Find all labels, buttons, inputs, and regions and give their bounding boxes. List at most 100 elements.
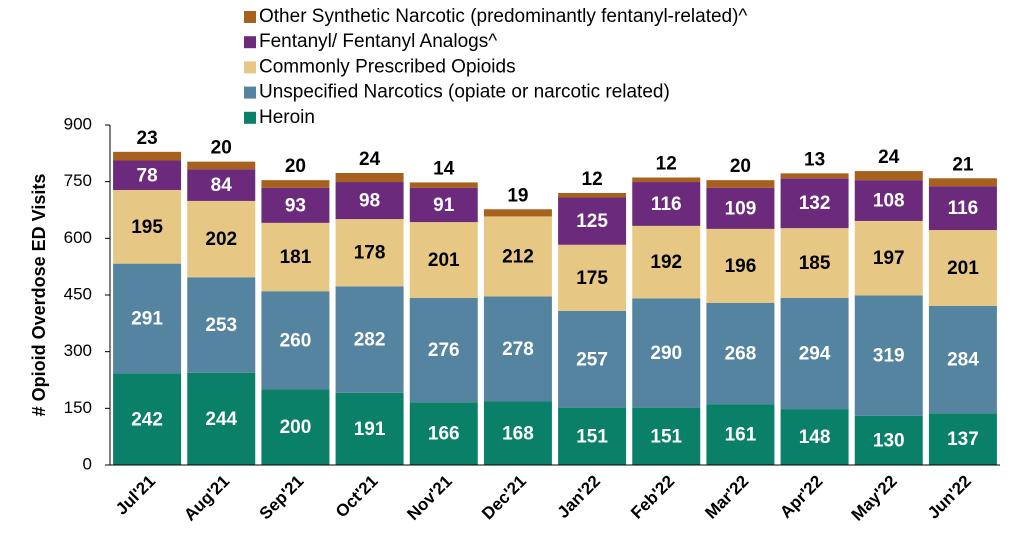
bar-segment xyxy=(558,197,627,245)
value-label: 116 xyxy=(948,198,979,219)
bar-segment xyxy=(483,296,552,402)
bar-segment xyxy=(187,200,256,278)
value-label: 212 xyxy=(502,246,534,267)
bar-segment xyxy=(706,180,775,188)
value-label: 12 xyxy=(656,154,677,175)
value-label: 181 xyxy=(280,247,312,268)
value-label: 257 xyxy=(576,349,608,370)
value-label: 290 xyxy=(650,343,682,364)
bar-segment xyxy=(706,187,775,229)
value-label: 91 xyxy=(433,195,455,216)
bar-segment xyxy=(928,413,997,465)
value-label: 200 xyxy=(280,417,312,438)
x-tick-label: May'22 xyxy=(848,472,901,525)
bar-segment xyxy=(632,298,701,408)
x-tick-label: Sep'21 xyxy=(256,472,308,524)
bar-segment xyxy=(854,180,923,221)
legend-swatch xyxy=(244,111,256,124)
x-tick-label: Nov'21 xyxy=(403,472,455,524)
x-tick-label: Jun'22 xyxy=(924,472,975,523)
legend-swatch xyxy=(244,36,256,49)
value-label: 137 xyxy=(947,429,979,450)
bar-segment xyxy=(632,407,701,465)
bar-segment xyxy=(780,298,849,410)
value-label: 20 xyxy=(211,138,232,159)
value-label: 13 xyxy=(804,149,825,170)
bar-segment xyxy=(558,310,627,408)
bar-segment xyxy=(261,389,330,465)
value-label: 278 xyxy=(502,339,534,360)
bar-segment xyxy=(706,302,775,405)
value-label: 202 xyxy=(205,229,237,250)
value-label: 268 xyxy=(725,344,757,365)
x-tick-label: Aug'21 xyxy=(180,472,233,525)
bar-segment xyxy=(409,402,478,465)
legend-label: Commonly Prescribed Opioids xyxy=(259,56,516,77)
bar-segment xyxy=(335,182,404,220)
bar-segment xyxy=(632,225,701,299)
value-label: 282 xyxy=(354,330,386,351)
bar-segment xyxy=(558,244,627,311)
bar-segment xyxy=(928,186,997,231)
bar-segment xyxy=(187,277,256,373)
bar-segment xyxy=(113,373,182,465)
value-label: 195 xyxy=(131,217,163,238)
legend-label: Other Synthetic Narcotic (predominantly … xyxy=(259,6,747,27)
bar-segment xyxy=(780,173,849,179)
value-label: 130 xyxy=(873,430,905,451)
value-label: 192 xyxy=(650,252,682,273)
bar-segment xyxy=(261,222,330,292)
bar-segment xyxy=(558,193,627,198)
value-label: 161 xyxy=(725,425,757,446)
x-tick-label: Jul'21 xyxy=(112,472,159,519)
value-label: 98 xyxy=(359,191,380,212)
y-tick-label: 0 xyxy=(83,454,92,473)
value-label: 20 xyxy=(730,156,751,177)
bar-segment xyxy=(854,171,923,181)
bar-segment xyxy=(928,230,997,306)
bar-segment xyxy=(409,298,478,403)
value-label: 178 xyxy=(354,243,386,264)
value-label: 23 xyxy=(137,128,158,149)
x-tick-label: Jan'22 xyxy=(554,472,604,522)
value-label: 20 xyxy=(285,156,306,177)
value-label: 291 xyxy=(131,309,163,330)
legend-label: Heroin xyxy=(259,107,315,128)
legend-label: Fentanyl/ Fentanyl Analogs^ xyxy=(259,31,497,52)
bar-segment xyxy=(261,187,330,223)
y-tick-label: 150 xyxy=(64,398,92,417)
value-label: 168 xyxy=(502,423,534,444)
value-label: 242 xyxy=(131,409,163,430)
value-label: 201 xyxy=(428,250,460,271)
bar-segment xyxy=(632,182,701,226)
bar-segment xyxy=(113,263,182,374)
bar-segment xyxy=(113,160,182,190)
y-tick-label: 600 xyxy=(64,228,92,247)
x-tick-label: Mar'22 xyxy=(701,472,752,523)
bar-segment xyxy=(113,189,182,264)
y-tick-label: 450 xyxy=(64,284,92,303)
bar-segment xyxy=(483,216,552,297)
legend-swatch xyxy=(244,11,256,23)
bar-segment xyxy=(632,177,701,183)
bar-segment xyxy=(187,372,256,465)
value-label: 93 xyxy=(285,195,306,216)
bar-segment xyxy=(928,305,997,414)
value-label: 253 xyxy=(205,315,237,336)
bar-segment xyxy=(261,291,330,390)
bar-segment xyxy=(409,182,478,188)
bar-segment xyxy=(187,169,256,201)
value-label: 197 xyxy=(873,248,905,269)
value-label: 191 xyxy=(354,419,386,440)
value-label: 166 xyxy=(428,424,460,445)
bar-segment xyxy=(409,187,478,223)
bar-segment xyxy=(335,392,404,465)
value-label: 109 xyxy=(725,198,757,219)
value-label: 14 xyxy=(433,158,455,179)
x-tick-label: Feb'22 xyxy=(627,472,678,523)
value-label: 19 xyxy=(507,185,528,206)
value-label: 284 xyxy=(947,350,979,371)
bar-segment xyxy=(780,228,849,299)
value-label: 294 xyxy=(799,344,831,365)
